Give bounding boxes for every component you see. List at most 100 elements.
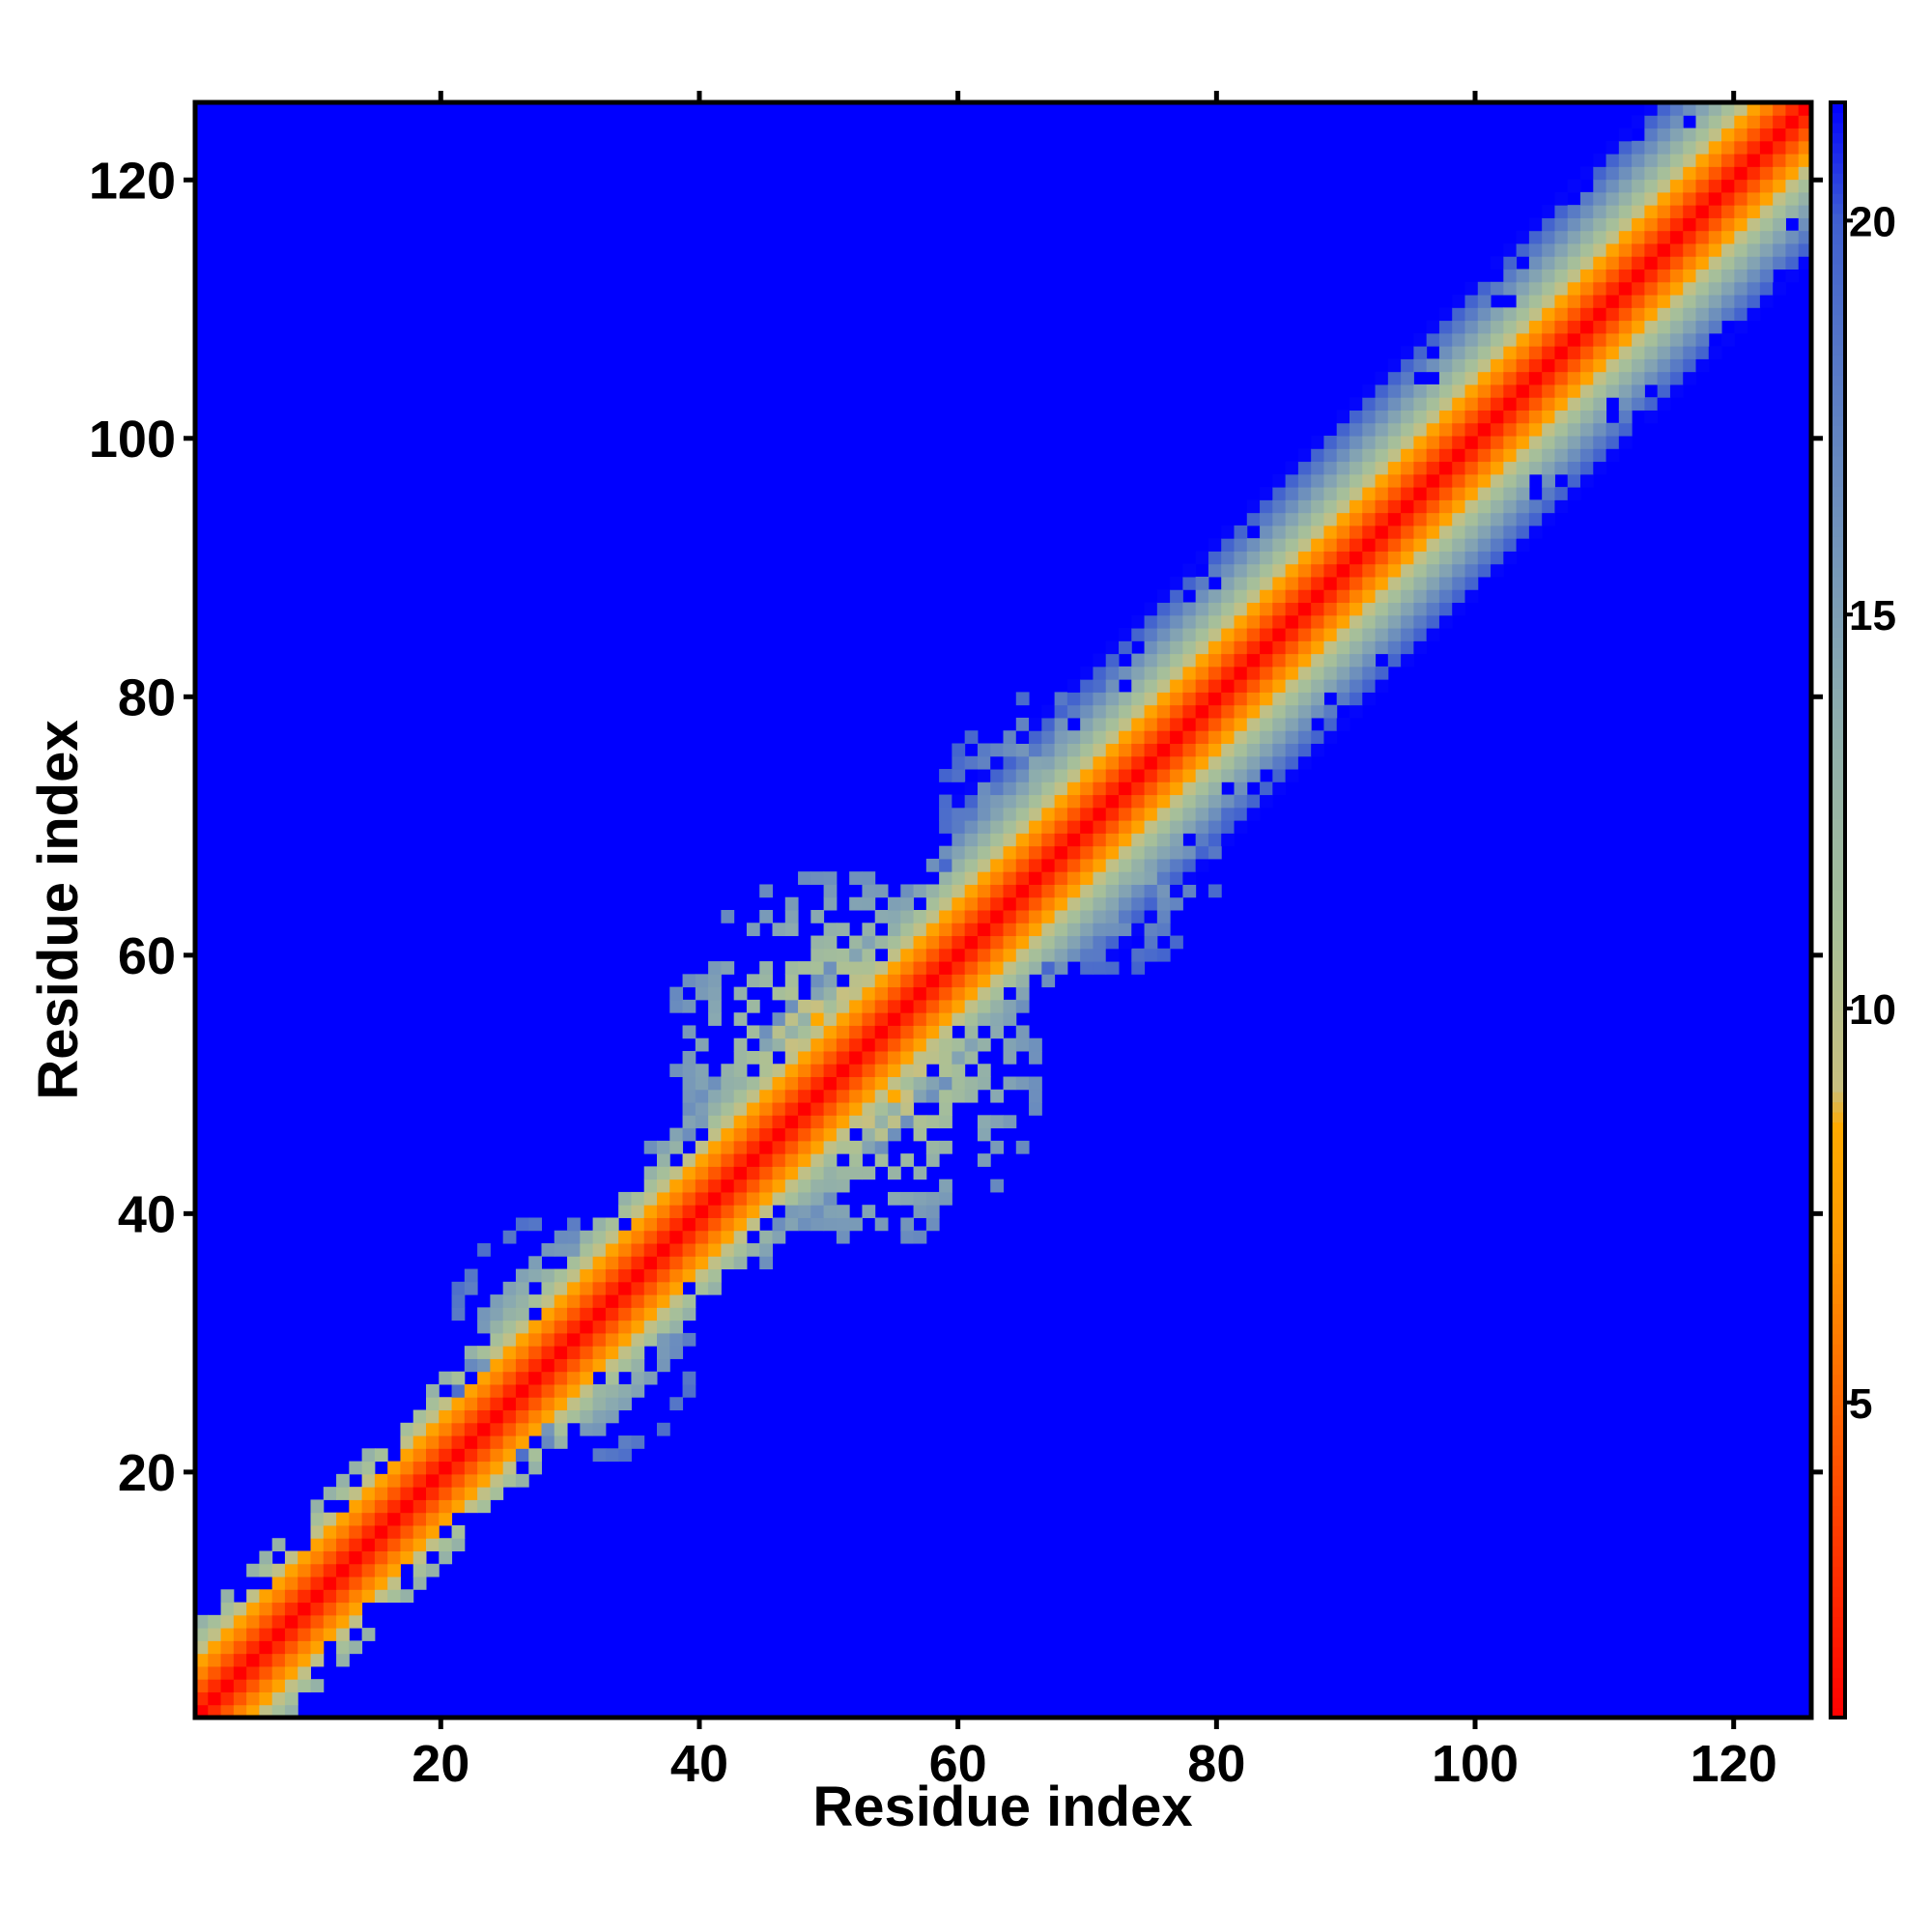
heatmap-cell [1362, 602, 1377, 616]
heatmap-cell [1375, 679, 1389, 693]
heatmap-cell [849, 1012, 863, 1026]
heatmap-cell [400, 1461, 414, 1475]
heatmap-cell [1170, 807, 1183, 821]
heatmap-cell [1285, 628, 1299, 641]
heatmap-cell [977, 923, 991, 937]
heatmap-cell [361, 1538, 376, 1551]
heatmap-cell [1375, 371, 1389, 385]
heatmap-cell [862, 1025, 876, 1039]
heatmap-cell [259, 1653, 273, 1667]
heatmap-cell [1683, 295, 1696, 308]
heatmap-cell [1182, 576, 1197, 590]
heatmap-cell [618, 1346, 632, 1359]
colorbar-segment [1831, 950, 1845, 961]
heatmap-cell [1311, 730, 1324, 744]
heatmap-cell [1054, 807, 1068, 821]
heatmap-cell [925, 884, 940, 898]
heatmap-cell [1426, 397, 1440, 411]
heatmap-cell [1323, 679, 1338, 693]
heatmap-cell [323, 1512, 337, 1526]
heatmap-cell [1093, 679, 1107, 693]
heatmap-cell [1464, 461, 1479, 475]
heatmap-cell [1350, 538, 1363, 552]
heatmap-cell [1080, 743, 1094, 757]
heatmap-cell [541, 1307, 555, 1321]
heatmap-cell [1336, 679, 1350, 693]
heatmap-cell [1516, 410, 1530, 424]
colorbar-segment [1831, 516, 1845, 527]
heatmap-cell [298, 1577, 311, 1590]
heatmap-cell [605, 1371, 619, 1385]
heatmap-cell [1605, 436, 1620, 449]
heatmap-cell [1208, 743, 1222, 757]
heatmap-cell [1644, 179, 1659, 193]
heatmap-cell [1401, 628, 1414, 641]
heatmap-cell [1708, 102, 1722, 116]
heatmap-cell [1401, 640, 1414, 655]
heatmap-cell [1452, 422, 1465, 437]
heatmap-cell [1093, 704, 1107, 719]
heatmap-cell [1798, 154, 1812, 167]
heatmap-cell [823, 1205, 838, 1218]
colorbar-segment [1831, 1273, 1845, 1285]
y-tick-label: 120 [89, 152, 176, 210]
heatmap-cell [1144, 602, 1158, 616]
heatmap-cell [1387, 576, 1402, 590]
heatmap-cell [939, 910, 952, 923]
heatmap-cell [528, 1448, 542, 1463]
heatmap-cell [336, 1538, 350, 1551]
heatmap-cell [1260, 628, 1273, 641]
colorbar-segment [1831, 859, 1845, 870]
heatmap-cell [259, 1589, 273, 1604]
heatmap-cell [657, 1268, 670, 1283]
heatmap-cell [1721, 166, 1735, 181]
heatmap-cell [1144, 666, 1158, 680]
heatmap-cell [1234, 743, 1248, 757]
heatmap-cell [1695, 154, 1710, 167]
heatmap-cell [990, 999, 1004, 1013]
heatmap-cell [952, 948, 966, 962]
heatmap-cell [1464, 487, 1479, 500]
heatmap-cell [541, 1358, 555, 1373]
heatmap-cell [1438, 332, 1453, 347]
heatmap-cell [784, 961, 799, 975]
heatmap-cell [1041, 807, 1056, 821]
heatmap-cell [1105, 910, 1120, 923]
colorbar-segment [1831, 1596, 1845, 1607]
heatmap-cell [1221, 563, 1235, 578]
heatmap-cell [1669, 115, 1684, 129]
heatmap-cell [1669, 166, 1684, 181]
heatmap-cell [1119, 807, 1132, 821]
heatmap-cell [1516, 397, 1530, 411]
heatmap-cell [439, 1409, 453, 1424]
heatmap-cell [1362, 422, 1377, 437]
heatmap-cell [1272, 512, 1287, 526]
heatmap-cell [1632, 384, 1645, 398]
heatmap-cell [1605, 384, 1620, 398]
heatmap-cell [1593, 269, 1607, 283]
heatmap-cell [952, 743, 966, 757]
heatmap-cell [361, 1589, 376, 1604]
x-tick-label: 80 [1187, 1735, 1245, 1793]
heatmap-cell [1119, 743, 1132, 757]
heatmap-cell [643, 1191, 658, 1206]
heatmap-cell [1131, 807, 1146, 821]
heatmap-cell [1554, 346, 1569, 359]
heatmap-cell [1260, 717, 1273, 731]
heatmap-cell [1311, 512, 1324, 526]
heatmap-cell [925, 1191, 940, 1206]
heatmap-cell [1580, 320, 1594, 334]
heatmap-cell [1054, 769, 1068, 782]
heatmap-cell [1491, 256, 1504, 270]
heatmap-cell [1054, 910, 1068, 923]
heatmap-cell [977, 896, 991, 911]
heatmap-cell [772, 1179, 786, 1193]
heatmap-cell [1156, 845, 1171, 860]
heatmap-cell [567, 1346, 581, 1359]
heatmap-cell [1773, 242, 1786, 257]
heatmap-cell [1311, 576, 1324, 590]
heatmap-cell [1336, 487, 1350, 500]
heatmap-cell [1593, 448, 1607, 463]
heatmap-cell [349, 1589, 363, 1604]
heatmap-cell [400, 1487, 414, 1500]
